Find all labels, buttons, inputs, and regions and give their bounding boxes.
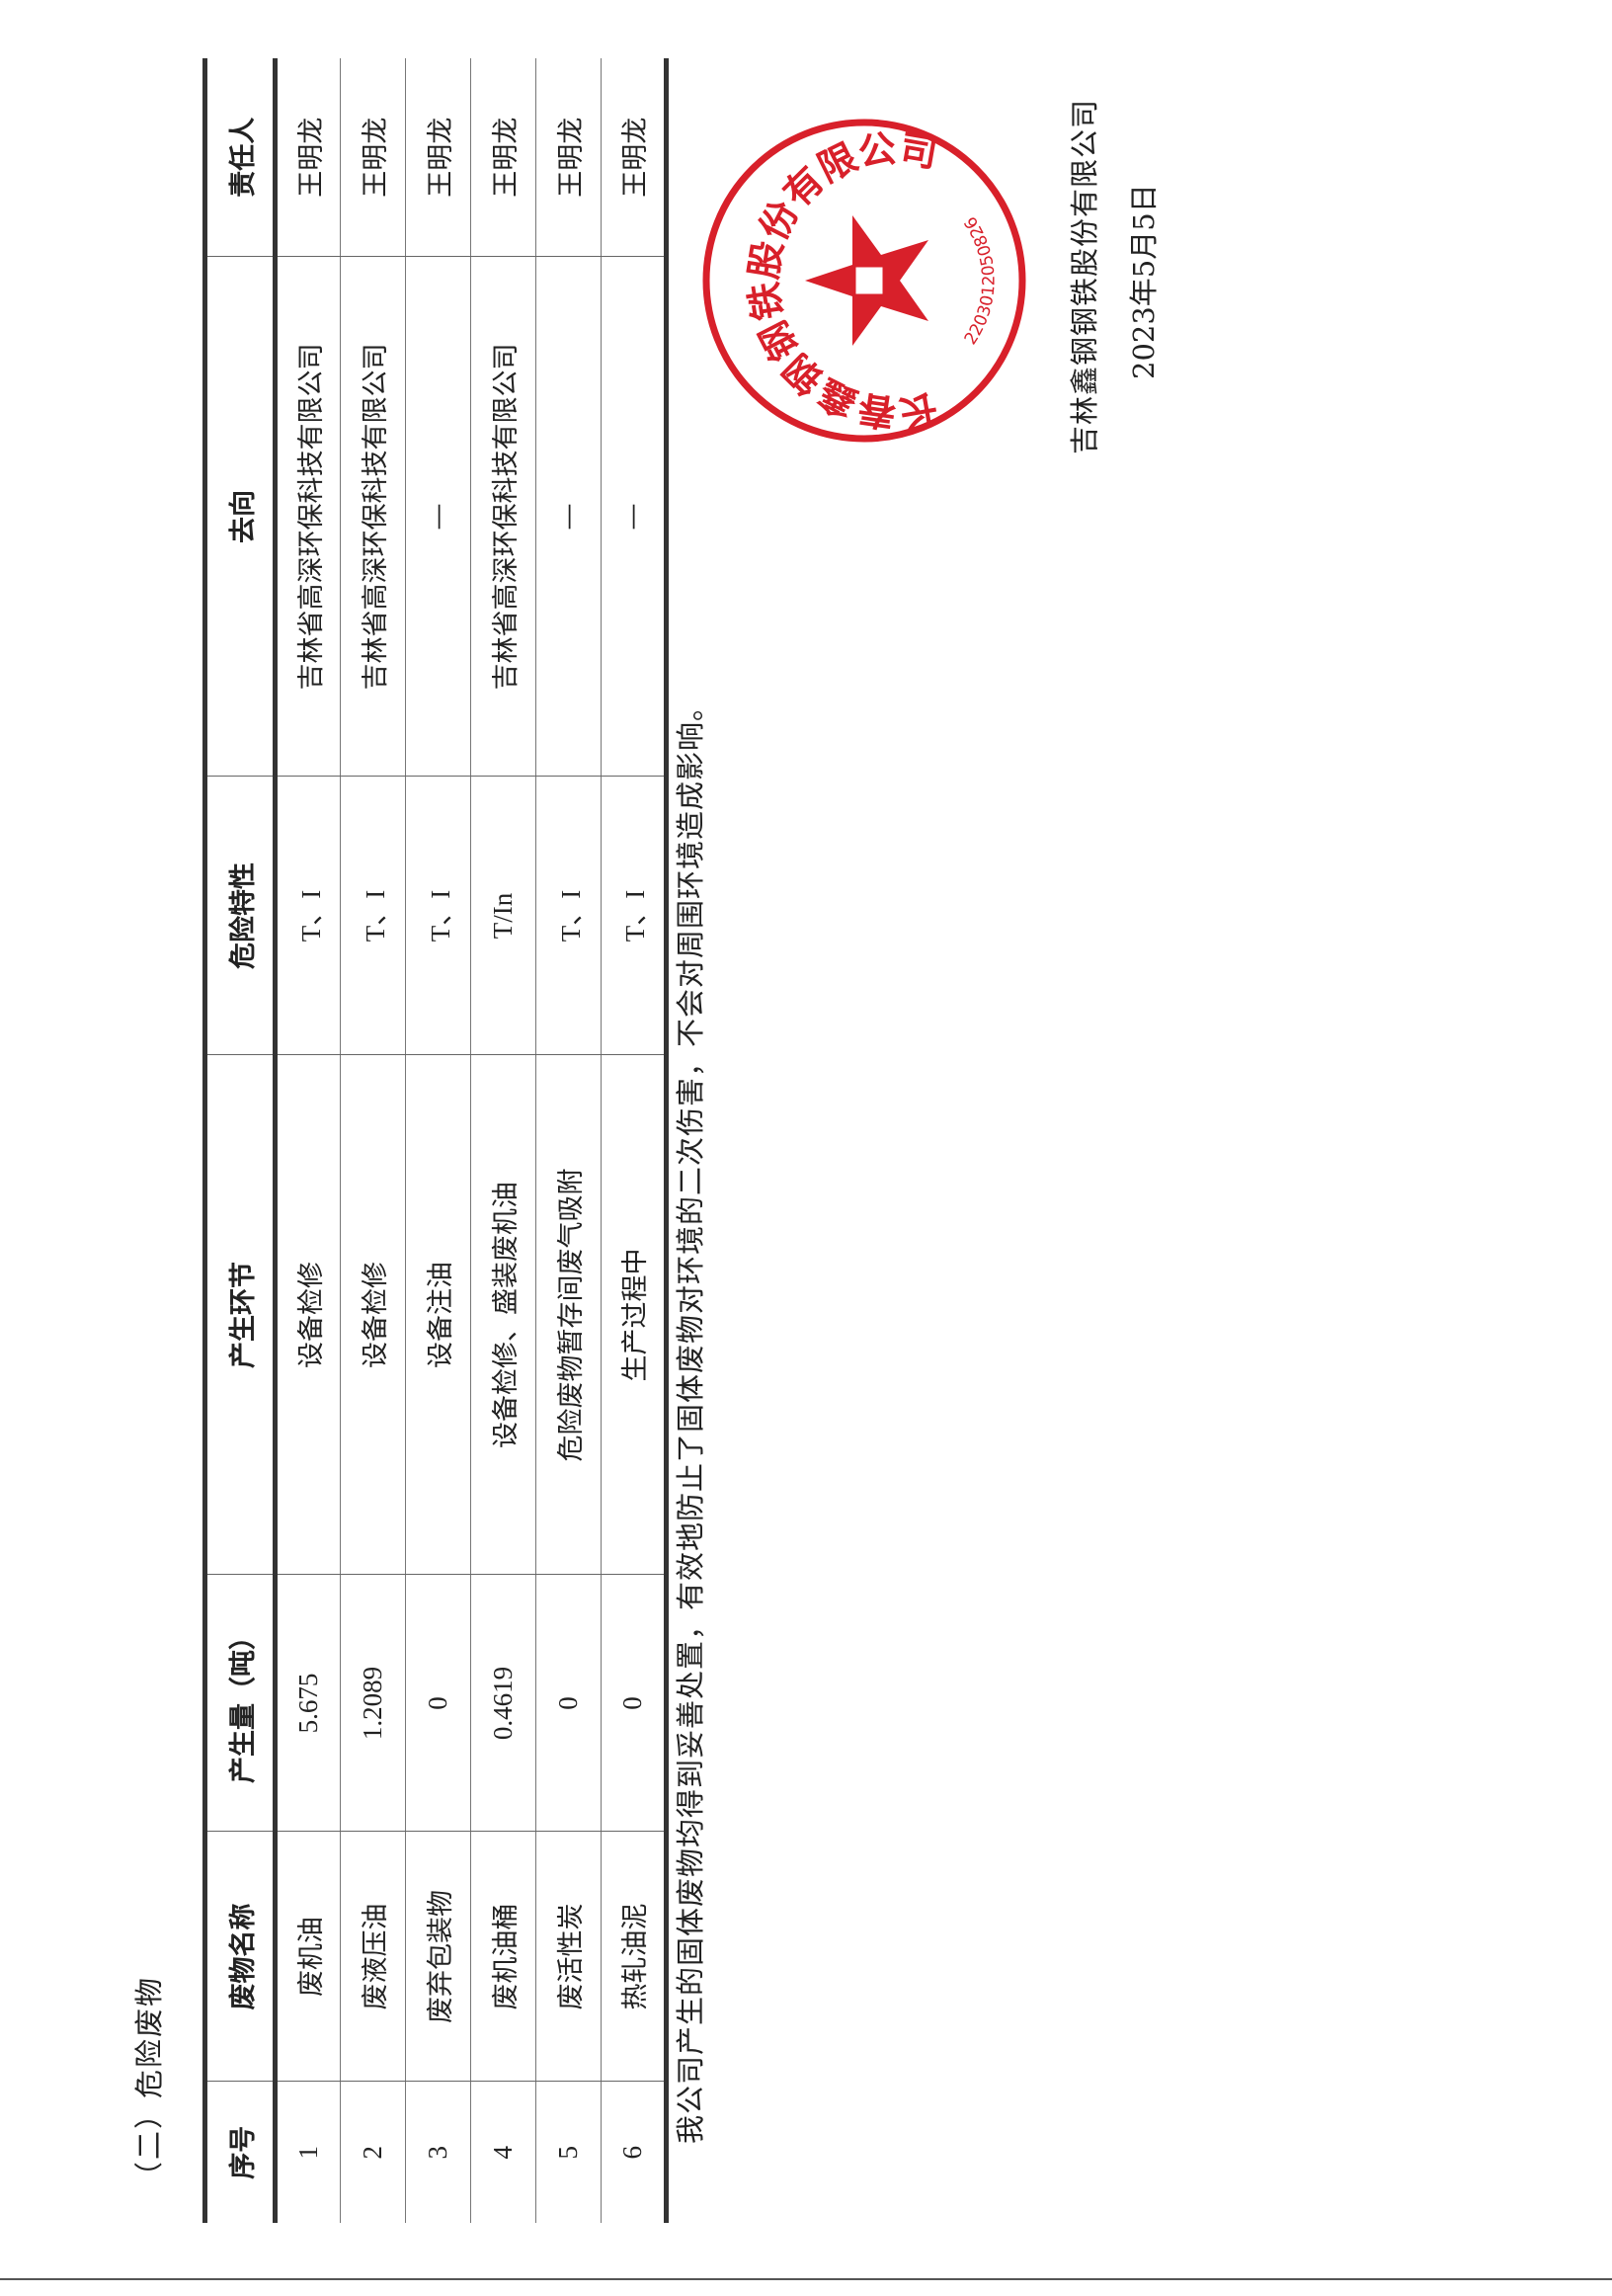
table-row: 4 废机油桶 0.4619 设备检修、盛装废机油 T/In 吉林省高深环保科技有限公司 王明… — [470, 58, 536, 2223]
table-cell: 废活性炭 — [535, 1832, 602, 2082]
table-cell: 生产过程中 — [601, 1055, 667, 1575]
table-cell: 3 — [405, 2082, 471, 2223]
table-row: 2 废液压油 1.2089 设备检修 T、I 吉林省高深环保科技有限公司 王明龙 — [340, 58, 406, 2223]
table-cell: 5 — [535, 2082, 602, 2223]
column-header: 产生环节 — [204, 1055, 276, 1575]
column-header: 责任人 — [204, 58, 276, 257]
table-cell: 危险废物暂存间废气吸附 — [535, 1055, 602, 1575]
table-cell: 1 — [275, 2082, 341, 2223]
table-cell: 0 — [601, 1575, 667, 1832]
signature-company: 吉林鑫钢钢铁股份有限公司 — [1068, 98, 1101, 454]
table-cell: T、I — [275, 777, 341, 1055]
section-title: （二）危险废物 — [132, 1975, 166, 2190]
table-cell: 1.2089 — [340, 1575, 406, 1832]
hazardous-waste-table: 序号 废物名称 产生量（吨） 产生环节 危险特性 去向 责任人 1 废机油 5.675 设备检修 T… — [202, 58, 669, 2223]
table-cell: 5.675 — [275, 1575, 341, 1832]
table-cell: 0 — [405, 1575, 471, 1832]
table-cell: 设备检修、盛装废机油 — [470, 1055, 536, 1575]
table-cell: 热轧油泥 — [601, 1832, 667, 2082]
table-cell: 王明龙 — [601, 58, 667, 257]
footer-statement: 我公司产生的固体废物均得到妥善处置，有效地防止了固体废物对环境的二次伤害，不会对… — [674, 691, 707, 2144]
column-header: 去向 — [204, 257, 276, 777]
table-cell: 0.4619 — [470, 1575, 536, 1832]
seal-qr-icon — [852, 264, 886, 297]
table-cell: 设备检修 — [340, 1055, 406, 1575]
table-cell: — — [405, 257, 471, 777]
table-cell: T、I — [405, 777, 471, 1055]
company-seal: 长春鑫钢钢铁股份有限公司 2203012050826 — [702, 119, 1026, 443]
table-cell: 2 — [340, 2082, 406, 2223]
table-cell: 0 — [535, 1575, 602, 1832]
table-cell: T、I — [535, 777, 602, 1055]
column-header: 危险特性 — [204, 777, 276, 1055]
table-cell: T、I — [601, 777, 667, 1055]
table-cell: 王明龙 — [470, 58, 536, 257]
column-header: 产生量（吨） — [204, 1575, 276, 1832]
table-cell: 4 — [470, 2082, 536, 2223]
column-header: 序号 — [204, 2082, 276, 2223]
table-cell: T、I — [340, 777, 406, 1055]
table-cell: 废液压油 — [340, 1832, 406, 2082]
table-cell: 吉林省高深环保科技有限公司 — [340, 257, 406, 777]
table-cell: 设备检修 — [275, 1055, 341, 1575]
column-header: 废物名称 — [204, 1832, 276, 2082]
table-row: 3 废弃包装物 0 设备注油 T、I — 王明龙 — [405, 58, 471, 2223]
table-header-row: 序号 废物名称 产生量（吨） 产生环节 危险特性 去向 责任人 — [204, 58, 276, 2223]
table-cell: T/In — [470, 777, 536, 1055]
table-cell: 废机油 — [275, 1832, 341, 2082]
table-cell: 王明龙 — [535, 58, 602, 257]
table-cell: 王明龙 — [340, 58, 406, 257]
table-cell: — — [601, 257, 667, 777]
table-cell: 废弃包装物 — [405, 1832, 471, 2082]
page-edge-line — [0, 2278, 1612, 2280]
table-cell: 6 — [601, 2082, 667, 2223]
table-cell: 设备注油 — [405, 1055, 471, 1575]
seal-code: 2203012050826 — [961, 212, 1000, 348]
table-cell: 王明龙 — [405, 58, 471, 257]
seal-ring — [702, 119, 1026, 443]
table-row: 1 废机油 5.675 设备检修 T、I 吉林省高深环保科技有限公司 王明龙 — [275, 58, 341, 2223]
table-row: 6 热轧油泥 0 生产过程中 T、I — 王明龙 — [601, 58, 667, 2223]
table-cell: 吉林省高深环保科技有限公司 — [275, 257, 341, 777]
table-row: 5 废活性炭 0 危险废物暂存间废气吸附 T、I — 王明龙 — [535, 58, 602, 2223]
table-cell: — — [535, 257, 602, 777]
table-cell: 废机油桶 — [470, 1832, 536, 2082]
table-cell: 王明龙 — [275, 58, 341, 257]
table-cell: 吉林省高深环保科技有限公司 — [470, 257, 536, 777]
signature-date: 2023年5月5日 — [1127, 184, 1161, 379]
